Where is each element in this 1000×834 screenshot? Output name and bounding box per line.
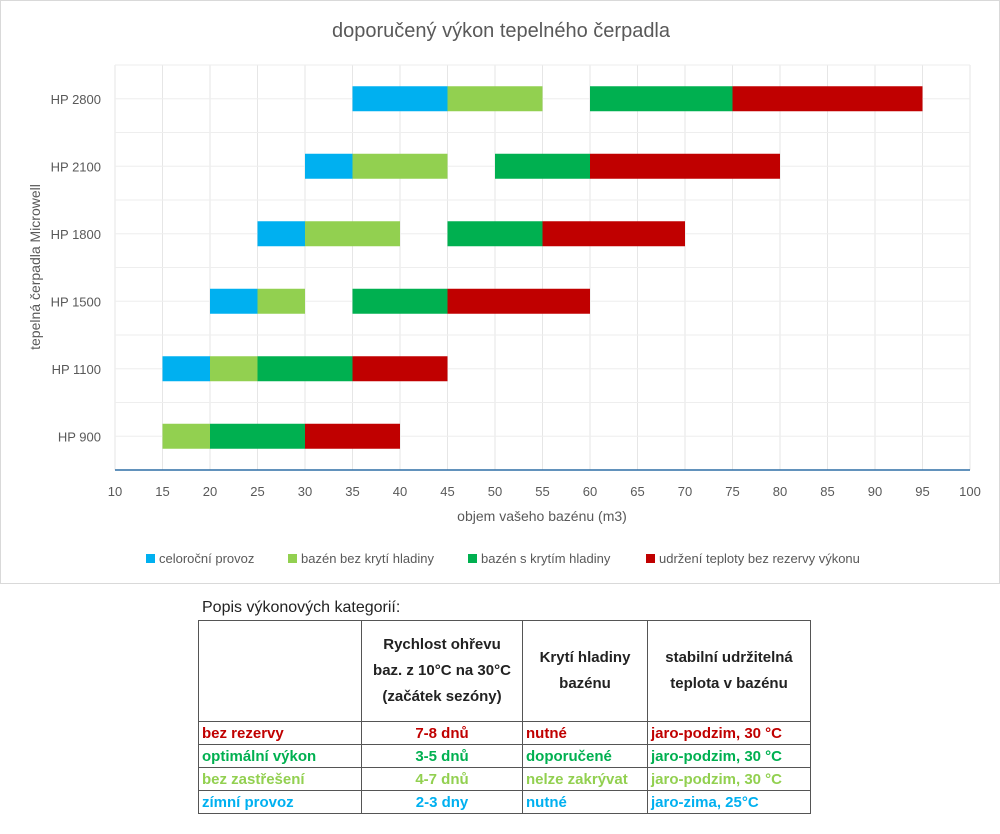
bar-segment xyxy=(162,356,210,382)
table-header: stabilní udržitelná teplota v bazénu xyxy=(647,620,811,722)
x-tick-label: 65 xyxy=(630,484,644,499)
category-table: Rychlost ohřevu baz. z 10°C na 30°C (zač… xyxy=(198,620,811,814)
y-tick-label: HP 1100 xyxy=(52,362,101,377)
x-tick-label: 95 xyxy=(915,484,929,499)
legend-label: bazén bez krytí hladiny xyxy=(301,551,434,566)
chart-title: doporučený výkon tepelného čerpadla xyxy=(332,20,671,42)
bar-segment xyxy=(352,356,448,382)
table-row: bez zastřešení 4-7 dnů nelze zakrývat jaro-… xyxy=(198,767,811,791)
table-cell: nutné xyxy=(522,790,648,814)
table-row: zímní provoz 2-3 dny nutné jaro-zima, 25°C xyxy=(198,790,811,814)
table-cell: 7-8 dnů xyxy=(361,721,523,745)
x-tick-label: 35 xyxy=(345,484,359,499)
table-cell: 3-5 dnů xyxy=(361,744,523,768)
x-tick-label: 30 xyxy=(298,484,312,499)
x-tick-label: 10 xyxy=(108,484,122,499)
x-tick-label: 75 xyxy=(725,484,739,499)
bar-segment xyxy=(447,288,590,314)
y-tick-label: HP 900 xyxy=(58,429,101,444)
table-header xyxy=(198,620,362,722)
x-tick-label: 40 xyxy=(393,484,407,499)
bar-segment xyxy=(352,86,448,112)
table-row: optimální výkon 3-5 dnů doporučené jaro-pod… xyxy=(198,744,811,768)
table-cell: jaro-podzim, 30 °C xyxy=(647,767,811,791)
legend-label: bazén s krytím hladiny xyxy=(481,551,611,566)
table-cell: 2-3 dny xyxy=(361,790,523,814)
bar-segment xyxy=(305,221,400,247)
table-row: bez rezervy 7-8 dnů nutné jaro-podzim, 30 °… xyxy=(198,721,811,745)
bar-segment xyxy=(495,153,590,179)
table-cell: jaro-podzim, 30 °C xyxy=(647,721,811,745)
bar-segment xyxy=(257,288,305,314)
bar-segment xyxy=(447,221,543,247)
table-cell: jaro-podzim, 30 °C xyxy=(647,744,811,768)
bar-segment xyxy=(590,153,780,179)
y-tick-label: HP 2800 xyxy=(51,92,101,107)
x-tick-label: 15 xyxy=(155,484,169,499)
legend-swatch xyxy=(646,554,655,563)
bar-segment xyxy=(305,423,400,449)
bar-segment xyxy=(210,288,258,314)
table-header: Krytí hladiny bazénu xyxy=(522,620,648,722)
x-tick-label: 55 xyxy=(535,484,549,499)
table-header: Rychlost ohřevu baz. z 10°C na 30°C (zač… xyxy=(361,620,523,722)
table-title: Popis výkonových kategorií: xyxy=(202,599,401,616)
y-tick-label: HP 2100 xyxy=(51,159,101,174)
bar-segment xyxy=(210,423,305,449)
legend-swatch xyxy=(288,554,297,563)
x-tick-label: 100 xyxy=(959,484,981,499)
table-cell: jaro-zima, 25°C xyxy=(647,790,811,814)
bar-segment xyxy=(210,356,258,382)
legend-label: udržení teploty bez rezervy výkonu xyxy=(659,551,860,566)
bar-segment xyxy=(447,86,543,112)
bar-segment xyxy=(305,153,353,179)
table-header-row: Rychlost ohřevu baz. z 10°C na 30°C (zač… xyxy=(198,620,811,722)
y-axis-label: tepelná čerpadla Microwell xyxy=(27,184,43,350)
bar-segment xyxy=(542,221,685,247)
table-cell: nutné xyxy=(522,721,648,745)
bar-segment xyxy=(162,423,210,449)
x-tick-label: 70 xyxy=(678,484,692,499)
legend-swatch xyxy=(468,554,477,563)
y-tick-label: HP 1500 xyxy=(51,294,101,309)
bar-segment xyxy=(590,86,733,112)
x-tick-label: 60 xyxy=(583,484,597,499)
table-cell: nelze zakrývat xyxy=(522,767,648,791)
bar-segment xyxy=(257,356,353,382)
table-cell: 4-7 dnů xyxy=(361,767,523,791)
x-tick-label: 80 xyxy=(773,484,787,499)
bar-segment xyxy=(257,221,305,247)
x-tick-label: 20 xyxy=(203,484,217,499)
table-cell: zímní provoz xyxy=(198,790,362,814)
table-cell: bez zastřešení xyxy=(198,767,362,791)
bar-segment xyxy=(732,86,923,112)
chart-area: doporučený výkon tepelného čerpadla obje… xyxy=(0,0,1000,584)
bar-chart: doporučený výkon tepelného čerpadla obje… xyxy=(27,20,981,566)
legend-swatch xyxy=(146,554,155,563)
x-tick-label: 45 xyxy=(440,484,454,499)
bar-segment xyxy=(352,288,448,314)
x-tick-label: 50 xyxy=(488,484,502,499)
table-cell: bez rezervy xyxy=(198,721,362,745)
y-tick-label: HP 1800 xyxy=(51,227,101,242)
x-axis-label: objem vašeho bazénu (m3) xyxy=(457,508,627,524)
x-tick-label: 90 xyxy=(868,484,882,499)
legend-label: celoroční provoz xyxy=(159,551,254,566)
bar-segment xyxy=(352,153,448,179)
table-cell: doporučené xyxy=(522,744,648,768)
x-tick-label: 85 xyxy=(820,484,834,499)
x-tick-label: 25 xyxy=(250,484,264,499)
table-cell: optimální výkon xyxy=(198,744,362,768)
